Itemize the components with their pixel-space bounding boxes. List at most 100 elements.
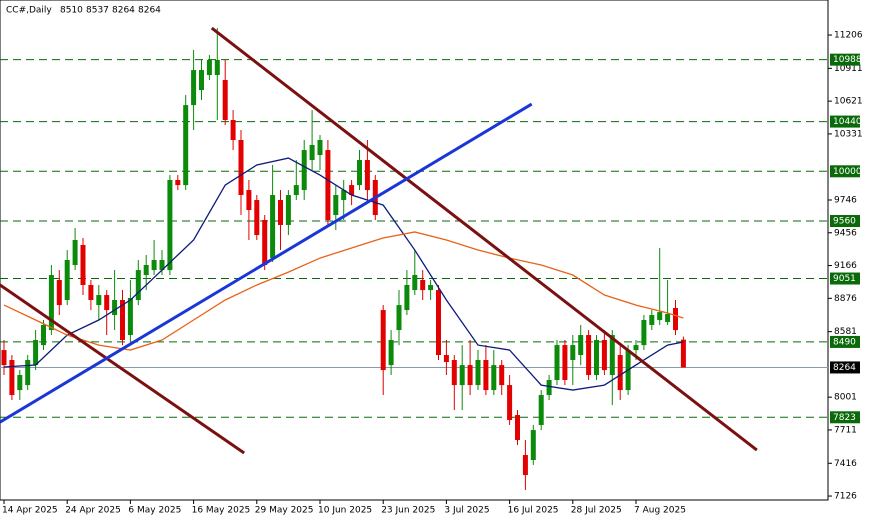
candle-body (594, 340, 599, 376)
level-label: 7823 (833, 413, 856, 423)
candle-body (199, 70, 204, 91)
candle-body (578, 335, 584, 356)
candle-body (522, 455, 528, 476)
candle-body (254, 200, 260, 236)
y-tick-label: 9166 (834, 261, 857, 271)
x-tick-label: 16 Jul 2025 (508, 506, 559, 516)
level-label-box (830, 53, 860, 66)
y-tick-label: 9746 (834, 196, 857, 206)
candle-body (301, 150, 307, 191)
level-label: 9560 (833, 217, 856, 227)
candle-body (64, 260, 70, 300)
level-label-box (830, 115, 860, 128)
y-tick-label: 11206 (834, 31, 863, 41)
candle-body (341, 190, 347, 200)
level-label: 9051 (833, 274, 856, 284)
candle-body (151, 260, 157, 271)
candle-body (349, 185, 355, 196)
current-price-label: 8264 (833, 363, 856, 373)
y-tick-label: 10331 (834, 129, 863, 139)
level-label-box (830, 272, 860, 285)
candle-body (491, 365, 497, 391)
candle-body (41, 324, 46, 346)
y-tick-label: 7416 (834, 459, 857, 469)
candle-body (9, 360, 15, 396)
candle-body (25, 360, 31, 386)
candle-body (96, 295, 102, 306)
x-tick-label: 29 May 2025 (255, 506, 314, 516)
y-tick-label: 8001 (834, 393, 857, 403)
candle-body (396, 305, 402, 331)
candle-body (230, 120, 236, 140)
level-label-box (830, 165, 860, 178)
candle-body (72, 240, 78, 265)
candle-body (459, 365, 465, 386)
x-tick-label: 10 Jun 2025 (318, 506, 372, 516)
candle-body (562, 345, 568, 380)
chart-header: CC#,Daily 8510 8537 8264 8264 (6, 6, 161, 16)
candle-body (104, 295, 110, 311)
y-tick-label: 7711 (834, 425, 857, 435)
candle-body (388, 340, 394, 366)
y-tick-label: 8876 (834, 294, 857, 304)
candle-body (680, 339, 686, 368)
candle-body (159, 260, 165, 271)
candle-body (120, 300, 125, 340)
level-label: 8490 (833, 337, 856, 347)
candle-body (246, 190, 252, 211)
header-close: 8264 (138, 6, 161, 16)
x-tick-label: 23 Jun 2025 (381, 506, 435, 516)
candle-body (586, 335, 592, 376)
y-tick-label: 10911 (834, 64, 863, 74)
candle-body (554, 345, 560, 380)
candle-body (420, 280, 426, 291)
candle-body (214, 60, 220, 76)
candle-body (673, 308, 678, 331)
trendline (0, 283, 246, 455)
level-label: 10440 (833, 117, 862, 127)
candle-body (80, 244, 86, 285)
level-label-box (830, 335, 860, 348)
header-low: 8264 (112, 6, 135, 16)
candle-body (436, 290, 441, 356)
x-tick-label: 14 Apr 2025 (2, 506, 58, 516)
candle-body (404, 284, 410, 311)
trendline (210, 26, 758, 452)
candle-body (546, 380, 552, 396)
candle-body (56, 280, 62, 306)
candle-body (451, 360, 457, 386)
candle-body (499, 365, 505, 386)
level-label: 10988 (833, 55, 862, 65)
x-tick-label: 7 Aug 2025 (634, 506, 686, 516)
candle-body (641, 320, 647, 346)
candle-body (412, 275, 418, 291)
x-tick-label: 16 May 2025 (192, 506, 251, 516)
candle-body (143, 264, 149, 276)
candle-body (278, 200, 283, 225)
candle-body (633, 345, 639, 351)
y-tick-label: 9456 (834, 228, 857, 238)
candle-body (293, 185, 299, 196)
x-tick-label: 24 Apr 2025 (65, 506, 121, 516)
current-price-box (830, 361, 860, 374)
candle-body (617, 355, 623, 391)
candle-body (191, 70, 197, 106)
candle-body (238, 140, 244, 196)
moving-average (3, 231, 684, 351)
level-label: 10000 (833, 167, 862, 177)
candle-body (515, 415, 520, 440)
candle-body (33, 340, 39, 366)
level-label-box (830, 215, 860, 228)
candle-body (357, 160, 362, 186)
y-tick-label: 8581 (834, 327, 857, 337)
candle-body (530, 430, 536, 460)
candle-body (467, 365, 473, 386)
candle-body (333, 195, 339, 216)
candle-body (317, 140, 323, 156)
candle-body (601, 340, 607, 371)
candle-body (1, 350, 7, 366)
candle-body (309, 144, 315, 160)
candle-body (88, 284, 94, 300)
candle-body (262, 220, 268, 265)
